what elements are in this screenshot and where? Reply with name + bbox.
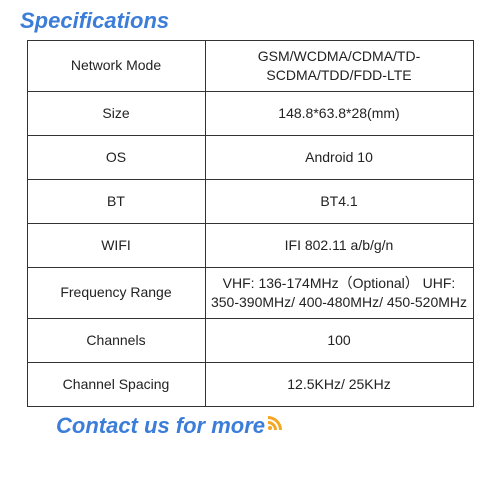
- table-row: BT BT4.1: [27, 179, 473, 223]
- spec-value: Android 10: [205, 135, 473, 179]
- spec-value: VHF: 136-174MHz（Optional） UHF: 350-390MH…: [205, 267, 473, 318]
- spec-label: Network Mode: [27, 41, 205, 92]
- specifications-table: Network Mode GSM/WCDMA/CDMA/TD-SCDMA/TDD…: [27, 40, 474, 407]
- rss-icon: [267, 411, 283, 437]
- spec-value: BT4.1: [205, 179, 473, 223]
- spec-label: WIFI: [27, 223, 205, 267]
- spec-label: Frequency Range: [27, 267, 205, 318]
- spec-value: 100: [205, 318, 473, 362]
- table-row: Frequency Range VHF: 136-174MHz（Optional…: [27, 267, 473, 318]
- table-row: WIFI IFI 802.11 a/b/g/n: [27, 223, 473, 267]
- contact-link-text: Contact us for more: [56, 413, 265, 438]
- contact-link[interactable]: Contact us for more: [0, 407, 500, 439]
- spec-value: GSM/WCDMA/CDMA/TD-SCDMA/TDD/FDD-LTE: [205, 41, 473, 92]
- table-row: OS Android 10: [27, 135, 473, 179]
- spec-label: BT: [27, 179, 205, 223]
- spec-label: Size: [27, 91, 205, 135]
- spec-label: Channels: [27, 318, 205, 362]
- table-row: Channels 100: [27, 318, 473, 362]
- table-row: Size 148.8*63.8*28(mm): [27, 91, 473, 135]
- spec-label: OS: [27, 135, 205, 179]
- spec-value: IFI 802.11 a/b/g/n: [205, 223, 473, 267]
- page-title: Specifications: [0, 0, 500, 40]
- spec-label: Channel Spacing: [27, 362, 205, 406]
- spec-value: 12.5KHz/ 25KHz: [205, 362, 473, 406]
- table-row: Channel Spacing 12.5KHz/ 25KHz: [27, 362, 473, 406]
- table-row: Network Mode GSM/WCDMA/CDMA/TD-SCDMA/TDD…: [27, 41, 473, 92]
- spec-value: 148.8*63.8*28(mm): [205, 91, 473, 135]
